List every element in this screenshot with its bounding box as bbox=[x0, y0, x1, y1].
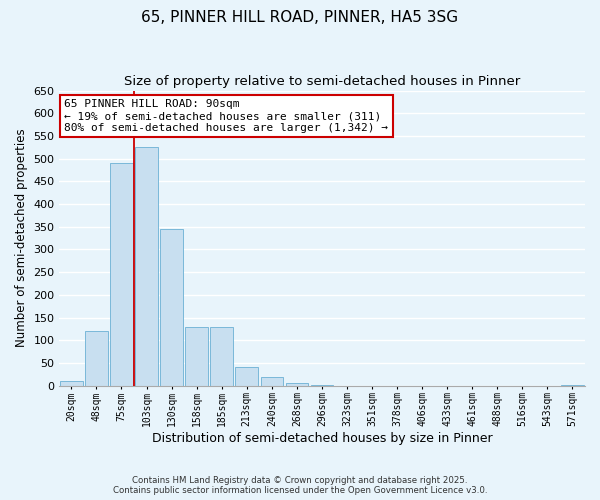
Text: 65 PINNER HILL ROAD: 90sqm
← 19% of semi-detached houses are smaller (311)
80% o: 65 PINNER HILL ROAD: 90sqm ← 19% of semi… bbox=[64, 100, 388, 132]
Text: 65, PINNER HILL ROAD, PINNER, HA5 3SG: 65, PINNER HILL ROAD, PINNER, HA5 3SG bbox=[142, 10, 458, 25]
Bar bbox=[85, 331, 108, 386]
Bar bbox=[235, 368, 258, 386]
Bar bbox=[135, 148, 158, 386]
Bar bbox=[211, 326, 233, 386]
Y-axis label: Number of semi-detached properties: Number of semi-detached properties bbox=[15, 129, 28, 348]
Bar bbox=[561, 384, 584, 386]
Bar bbox=[60, 381, 83, 386]
Bar bbox=[286, 384, 308, 386]
Bar bbox=[160, 229, 183, 386]
Title: Size of property relative to semi-detached houses in Pinner: Size of property relative to semi-detach… bbox=[124, 75, 520, 88]
Bar bbox=[311, 384, 333, 386]
Text: Contains HM Land Registry data © Crown copyright and database right 2025.
Contai: Contains HM Land Registry data © Crown c… bbox=[113, 476, 487, 495]
Bar bbox=[185, 326, 208, 386]
X-axis label: Distribution of semi-detached houses by size in Pinner: Distribution of semi-detached houses by … bbox=[152, 432, 492, 445]
Bar bbox=[110, 163, 133, 386]
Bar bbox=[260, 376, 283, 386]
